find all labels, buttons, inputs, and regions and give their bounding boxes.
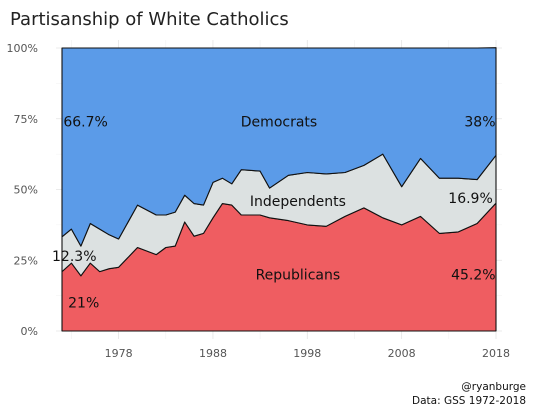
data-label: 38% [464, 115, 495, 131]
annotations: Democrats Independents Republicans 66.7% 38%… [52, 115, 496, 312]
data-label: 45.2% [451, 267, 495, 283]
x-tick-label: 1988 [199, 347, 227, 360]
chart-title: Partisanship of White Catholics [10, 9, 289, 30]
data-label: 12.3% [52, 249, 96, 265]
y-tick-label: 100% [7, 42, 38, 55]
series-label-democrats: Democrats [241, 115, 317, 131]
series-label-republicans: Republicans [256, 267, 341, 283]
data-label: 66.7% [63, 115, 107, 131]
data-source: Data: GSS 1972-2018 [412, 395, 526, 407]
y-tick-label: 0% [21, 325, 38, 338]
y-axis: 0% 25% 50% 75% 100% [7, 42, 38, 338]
y-tick-label: 50% [14, 184, 38, 197]
x-tick-label: 1978 [105, 347, 133, 360]
x-tick-label: 2018 [482, 347, 510, 360]
x-axis: 1978 1988 1998 2008 2018 [105, 347, 510, 360]
x-tick-label: 2008 [388, 347, 416, 360]
area-democrats [61, 47, 497, 247]
x-tick-label: 1998 [293, 347, 321, 360]
y-tick-label: 75% [14, 113, 38, 126]
series-label-independents: Independents [250, 194, 346, 210]
data-label: 21% [68, 296, 99, 312]
area-layers [61, 47, 497, 332]
data-label: 16.9% [448, 191, 492, 207]
y-tick-label: 25% [14, 254, 38, 267]
author-credit: @ryanburge [461, 381, 526, 393]
